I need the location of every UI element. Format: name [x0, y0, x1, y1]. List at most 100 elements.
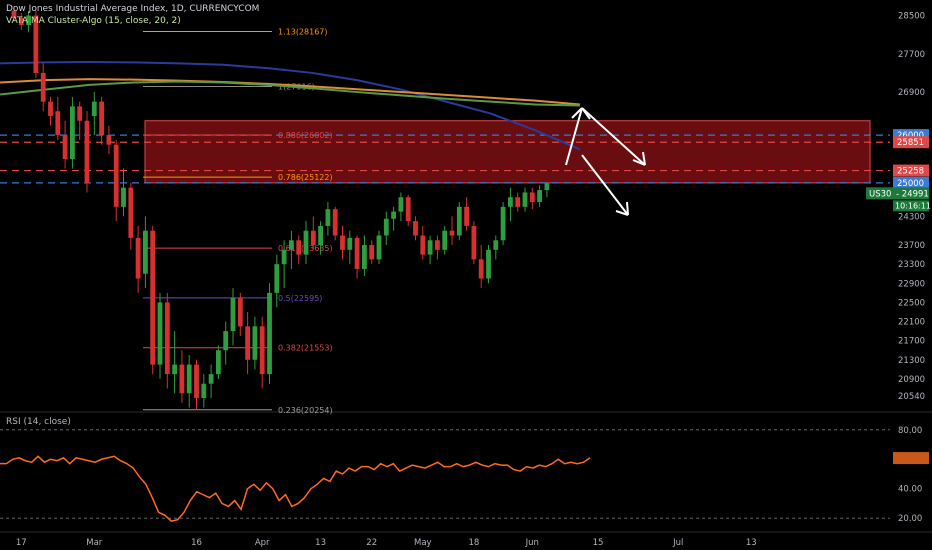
- price-label-box: [893, 136, 929, 149]
- price-tick-label: 22500: [898, 298, 925, 308]
- time-tick-label: 17: [16, 538, 27, 548]
- candle-body: [486, 249, 491, 279]
- candle-body: [529, 192, 535, 203]
- candle-body: [544, 183, 550, 191]
- time-tick-label: 16: [191, 538, 202, 548]
- moving-average-2: [0, 80, 581, 107]
- time-tick-label: 13: [746, 538, 757, 548]
- time-tick-label: Jun: [525, 538, 539, 548]
- price-label-box: [893, 164, 929, 177]
- candle-body: [230, 297, 236, 332]
- price-tick-label: 24300: [898, 212, 925, 222]
- candle-body: [252, 326, 258, 360]
- candle-body: [289, 240, 294, 250]
- candle-body: [478, 259, 484, 279]
- arrow-head: [642, 151, 646, 166]
- candle-body: [464, 206, 469, 226]
- candle-body: [223, 331, 229, 351]
- arrow-head: [632, 159, 646, 166]
- time-tick-label: Apr: [255, 538, 270, 548]
- price-label: 25258: [897, 167, 924, 177]
- price-tick-label: 26900: [898, 88, 925, 98]
- candle-body: [456, 206, 462, 236]
- price-tick-label: 22100: [898, 318, 925, 328]
- candle-body: [99, 101, 104, 136]
- candle-body: [216, 350, 221, 375]
- candle-body: [325, 209, 331, 226]
- price-tick-label: 21700: [898, 337, 925, 347]
- price-tick-label: 23700: [898, 241, 925, 251]
- candle-body: [84, 120, 90, 183]
- time-tick-label: 22: [366, 538, 377, 548]
- price-tick-label: 21300: [898, 356, 925, 366]
- candle-body: [267, 292, 272, 375]
- candle-body: [259, 326, 265, 375]
- candle-body: [391, 211, 396, 219]
- indicator-label: VATA MA Cluster-Algo (15, close, 20, 2): [6, 16, 181, 26]
- candle-body: [340, 235, 345, 250]
- price-label: 25851: [897, 138, 924, 148]
- candle-body: [471, 225, 477, 260]
- candle-body: [40, 72, 46, 102]
- candle-body: [347, 237, 353, 250]
- candle-body: [281, 249, 287, 265]
- candle-body: [62, 135, 68, 159]
- price-tick-label: 20540: [898, 392, 925, 402]
- symbol-tag-box: [866, 187, 893, 200]
- price-tick-label: 20900: [898, 375, 925, 385]
- fib-level-label: 0.236(20254): [278, 406, 333, 415]
- candle-body: [113, 144, 119, 207]
- fib-level-label: 0.886(26002): [278, 131, 333, 140]
- candle-body: [91, 101, 97, 116]
- price-pane: 1.13(28167)1(27016)0.886(26002)0.786(251…: [0, 6, 932, 533]
- projection-arrow: [581, 154, 629, 216]
- candle-body: [515, 197, 521, 207]
- candle-body: [318, 225, 323, 246]
- candle-body: [274, 264, 280, 293]
- candle-body: [135, 237, 141, 279]
- candle-body: [106, 135, 112, 145]
- candle-body: [537, 190, 542, 203]
- time-axis: 17 Mar 16 Apr 13 22 May 18 Jun 15 Jul 13: [16, 538, 757, 548]
- price-tick-label: 22900: [898, 279, 925, 289]
- time-tick-label: Jul: [672, 538, 683, 548]
- moving-average-0: [0, 60, 581, 151]
- candle-body: [208, 374, 214, 384]
- price-label: 26000: [897, 131, 924, 141]
- candle-body: [18, 17, 24, 26]
- candle-body: [77, 106, 83, 121]
- time-tick-label: May: [414, 538, 432, 548]
- candle-body: [303, 230, 309, 255]
- price-axis: 28500 27700 26900 24300 23700 23300 22900 22500…: [866, 12, 931, 402]
- candle-body: [435, 240, 440, 250]
- arrow-head: [581, 107, 591, 120]
- candle-body: [332, 209, 338, 236]
- moving-average-1: [0, 78, 581, 106]
- symbol-tag: US30: [869, 189, 891, 199]
- candle-body: [48, 101, 53, 116]
- current-price-box: [893, 187, 929, 200]
- candle-body: [150, 230, 156, 365]
- arrow-head: [615, 210, 629, 216]
- time-tick-label: 15: [593, 538, 604, 548]
- rsi-current-box: [893, 452, 929, 465]
- candle-body: [143, 230, 148, 274]
- candle-body: [362, 245, 367, 269]
- candle-body: [245, 326, 250, 360]
- candle-body: [55, 111, 61, 136]
- candle-body: [164, 302, 170, 375]
- candle-body: [420, 235, 426, 255]
- chart-title: Dow Jones Industrial Average Index, 1D, …: [6, 4, 260, 14]
- candle-body: [121, 187, 126, 207]
- price-tick-label: 23300: [898, 260, 925, 270]
- arrow-head: [571, 107, 583, 119]
- resistance-zone: [144, 120, 871, 184]
- rsi-tick-label: 40.00: [898, 485, 922, 495]
- time-tick-label: Mar: [86, 538, 103, 548]
- candle-body: [413, 221, 418, 236]
- candle-body: [522, 192, 528, 207]
- candle-body: [201, 383, 207, 399]
- arrow-head: [626, 201, 629, 216]
- candle-body: [70, 106, 75, 159]
